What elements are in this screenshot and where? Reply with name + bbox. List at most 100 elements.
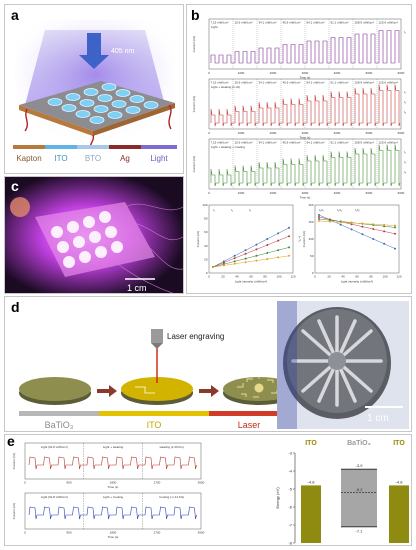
intensity-label: 15.6 mW/cm²	[235, 81, 253, 85]
intensity-label: 7.15 mW/cm²	[211, 141, 229, 145]
xtick-e: 0	[24, 531, 26, 535]
energy-ytick: -6	[288, 505, 292, 510]
bto-mid-value: -5.2	[356, 487, 364, 492]
energy-col-label: BaTiO₃	[347, 440, 371, 447]
ytick: 80	[204, 217, 208, 221]
energy-ytick: -4	[288, 469, 292, 474]
xtick: 80	[369, 275, 373, 279]
xtick-e: 900	[66, 481, 71, 485]
scale-label-d: 1 cm	[367, 413, 389, 424]
panel-label-c: c	[11, 178, 19, 194]
segment-title: Light + Cooling	[103, 495, 123, 499]
current-plot-row-1: 7.15 mW/cm² 15.6 mW/cm² 34.1 mW/cm² 45.6 mW…	[192, 18, 406, 80]
xtick-b: 4000	[334, 131, 341, 135]
intensity-label: 61.1 mW/cm²	[331, 141, 349, 145]
ytick: 50	[310, 254, 314, 258]
xlabel-e: Time (s)	[108, 535, 119, 539]
legend-swatch-ito	[45, 145, 77, 149]
intensity-plot-left: I₁ I₂ I₃ 0 20 40 60 80 100 0 20 40 60 80 100 120 Light i…	[196, 203, 302, 284]
intensity-plot-right: I₁/I₃ I₂/I₃ I₁/I₂ 0 50 100 150 200 0 20 40 60 80 100 1…	[302, 203, 402, 284]
series-line	[212, 247, 290, 268]
energy-col-label: ITO	[393, 440, 405, 447]
y2label: I₂ / I₁	[298, 236, 302, 242]
current-label: I₃	[404, 170, 407, 174]
plot-legend: I₃	[249, 208, 252, 212]
current-trace	[210, 144, 401, 187]
current-label: I₁	[404, 90, 406, 94]
energy-ytick: -8	[288, 541, 292, 546]
ytick: 0	[312, 271, 314, 275]
xtick: 120	[290, 275, 295, 279]
current-label: I₁	[404, 150, 406, 154]
xtick-e: 2700	[154, 481, 161, 485]
bto-disk	[19, 377, 91, 401]
intensity-label: 61.1 mW/cm²	[331, 21, 349, 25]
xtick-b: 0	[208, 131, 210, 135]
intensity-label: 7.15 mW/cm²	[211, 81, 229, 85]
current-label: I₂	[404, 100, 407, 104]
ytick: 200	[308, 203, 313, 207]
xtick-e: 1800	[110, 481, 117, 485]
ytick: 150	[308, 220, 313, 224]
xtick: 0	[208, 275, 210, 279]
legend-swatch-ito-d	[99, 411, 209, 416]
arrow-2	[199, 385, 219, 397]
legend-swatch-light	[141, 145, 177, 149]
xlabel-e: Time (s)	[108, 485, 119, 489]
xtick-b: 6000	[398, 191, 405, 195]
device-illustration: 405 nm	[13, 20, 177, 163]
series-line	[212, 227, 290, 268]
ytick: 100	[202, 203, 207, 207]
intensity-label: 34.1 mW/cm²	[259, 21, 277, 25]
xtick: 100	[382, 275, 387, 279]
plot-legend: I₁	[213, 208, 215, 212]
xtick-e: 2700	[154, 531, 161, 535]
ytick: 20	[204, 257, 208, 261]
energy-ytick: -3	[288, 451, 292, 456]
row-legend: Light + Heating + Cooling	[211, 145, 245, 149]
ylabel-b: Current (nA)	[192, 156, 196, 173]
xtick-b: 3000	[302, 191, 309, 195]
panel-d: d Laser engraving BaTiO₃ ITO Laser	[4, 296, 412, 432]
segment-title: Light (61.8 mW/cm²)	[41, 445, 68, 449]
panel-c: c 1 cm	[4, 176, 184, 294]
ylabel-e: Current (nA)	[12, 453, 16, 470]
intensity-label: 15.6 mW/cm²	[235, 21, 253, 25]
ito-right-value: -4.8	[396, 479, 404, 484]
xtick-b: 4000	[334, 71, 341, 75]
intensity-label: 45.6 mW/cm²	[283, 141, 301, 145]
xtick: 80	[263, 275, 267, 279]
segment-title: Light (61.8 mW/cm²)	[41, 495, 68, 499]
segment-title: Light + Heating	[103, 445, 124, 449]
xtick: 40	[341, 275, 345, 279]
plot-legend: I₂/I₃	[337, 208, 343, 212]
plot-legend: I₁/I₃	[319, 208, 325, 212]
intensity-label: 108.9 mW/cm²	[355, 81, 375, 85]
xtick: 60	[249, 275, 253, 279]
intensity-label: 34.1 mW/cm²	[259, 141, 277, 145]
intensity-label: 125.6 mW/cm²	[379, 81, 399, 85]
time-plot-row-2: Light (61.8 mW/cm²) Light + Cooling Coolin…	[12, 492, 205, 539]
legend-ito-d: ITO	[147, 420, 162, 430]
xtick: 120	[396, 275, 401, 279]
legend-laser: Laser	[238, 420, 261, 430]
xtick-b: 2000	[270, 131, 277, 135]
xtick: 100	[276, 275, 281, 279]
legend-swatch-ag	[109, 145, 141, 149]
xtick-b: 3000	[302, 71, 309, 75]
xtick: 60	[355, 275, 359, 279]
current-label: I₂	[404, 160, 407, 164]
current-trace	[210, 30, 400, 64]
intensity-label: 54.1 mW/cm²	[307, 81, 325, 85]
panel-label-d: d	[11, 299, 20, 315]
row-legend: Light	[211, 25, 218, 29]
xtick-b: 1000	[238, 191, 245, 195]
series-line	[212, 235, 290, 268]
light-arrow-shaft	[87, 33, 101, 55]
current-trace-e	[28, 456, 197, 470]
intensity-label: 7.15 mW/cm²	[211, 21, 229, 25]
bto-bar	[341, 469, 377, 527]
ytick: 60	[204, 230, 208, 234]
energy-ytick: -7	[288, 523, 292, 528]
ito-electrode-array	[47, 83, 159, 124]
